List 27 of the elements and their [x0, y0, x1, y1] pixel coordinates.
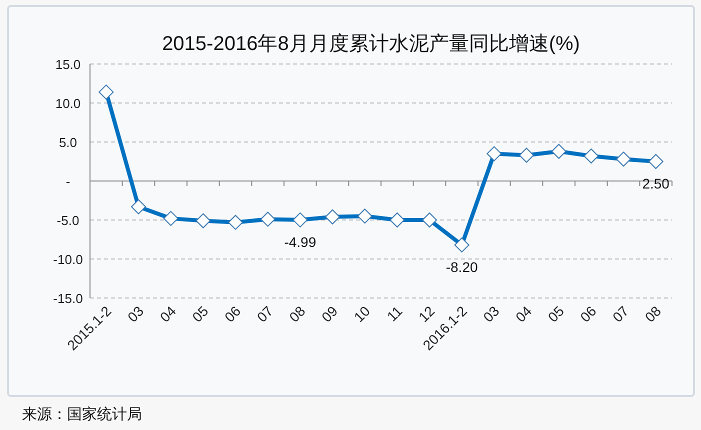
data-label: -8.20	[446, 258, 478, 275]
x-tick-label: 08	[642, 302, 664, 326]
data-label: -4.99	[284, 234, 316, 250]
x-tick-label: 09	[318, 302, 341, 326]
x-tick-label: 07	[609, 302, 632, 326]
x-tick-label: 04	[512, 302, 535, 326]
y-tick-label: -5.0	[56, 213, 80, 228]
source-note: 来源：国家统计局	[22, 406, 142, 423]
x-tick-label: 07	[254, 302, 276, 326]
y-tick-label: 15.0	[55, 57, 81, 72]
y-tick-label: 5.0	[58, 135, 78, 150]
x-tick-label: 03	[480, 302, 502, 326]
x-tick-label: 04	[156, 302, 180, 326]
x-tick-label: 08	[286, 302, 308, 326]
x-tick-label: 05	[188, 302, 212, 326]
x-tick-label: 10	[350, 302, 374, 326]
x-tick-label: 03	[124, 302, 147, 326]
x-tick-label: 11	[384, 302, 406, 324]
chart-title: 2015-2016年8月月度累计水泥产量同比增速(%)	[162, 33, 580, 55]
x-tick-label: 05	[544, 302, 568, 326]
x-tick-label: 06	[576, 302, 600, 326]
x-tick-label: 06	[221, 302, 244, 326]
y-tick-label: -	[66, 174, 70, 189]
data-label: 2.50	[642, 176, 670, 192]
y-tick-label: -15.0	[53, 291, 83, 306]
y-tick-label: 10.0	[55, 96, 81, 111]
y-tick-label: -10.0	[53, 252, 83, 267]
